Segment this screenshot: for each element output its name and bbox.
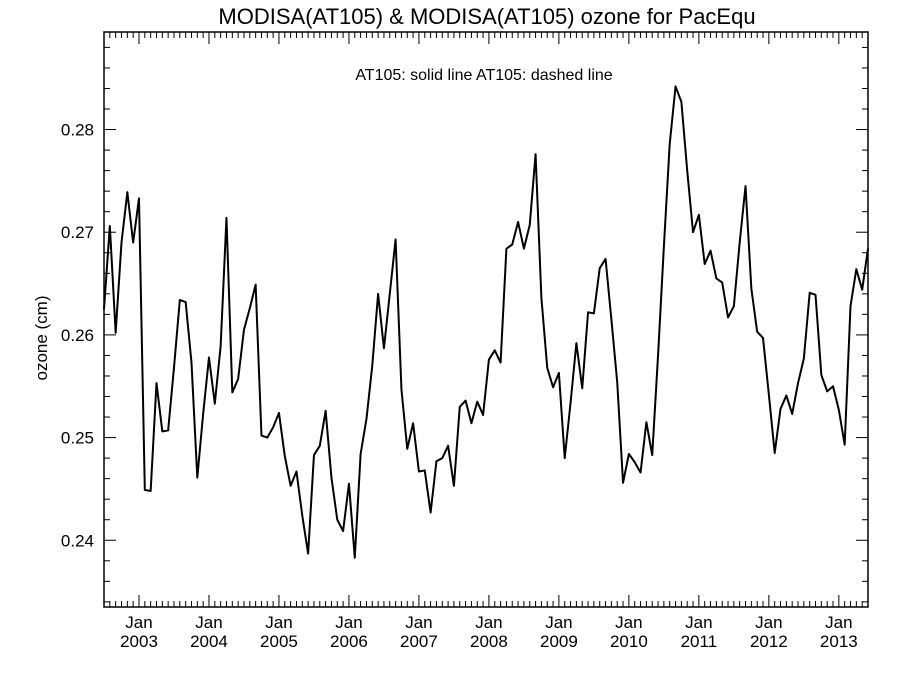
x-tick-month-label: Jan [545, 613, 572, 632]
x-tick-year-label: 2007 [400, 632, 438, 651]
x-tick-year-label: 2013 [820, 632, 858, 651]
y-axis-label: ozone (cm) [32, 295, 51, 380]
x-tick-year-label: 2010 [610, 632, 648, 651]
x-tick-year-label: 2012 [750, 632, 788, 651]
x-tick-year-label: 2006 [330, 632, 368, 651]
x-tick-year-label: 2008 [470, 632, 508, 651]
x-tick-month-label: Jan [335, 613, 362, 632]
series-line-at105 [103, 85, 869, 559]
x-tick-year-label: 2011 [681, 632, 718, 651]
x-tick-month-label: Jan [475, 613, 502, 632]
x-tick-month-label: Jan [405, 613, 432, 632]
series-layer [103, 85, 869, 559]
y-tick-label: 0.26 [61, 326, 94, 345]
legend-text: AT105: solid line AT105: dashed line [355, 67, 612, 84]
x-tick-month-label: Jan [755, 613, 782, 632]
x-tick-month-label: Jan [195, 613, 222, 632]
plot-frame [103, 31, 869, 608]
tick-labels: 0.240.250.260.270.28Jan2003Jan2004Jan200… [61, 121, 858, 651]
y-tick-label: 0.24 [61, 531, 94, 550]
y-tick-label: 0.28 [61, 121, 94, 140]
x-tick-month-label: Jan [615, 613, 642, 632]
x-tick-year-label: 2003 [120, 632, 158, 651]
x-tick-month-label: Jan [685, 613, 712, 632]
x-tick-year-label: 2005 [260, 632, 298, 651]
x-tick-year-label: 2009 [540, 632, 578, 651]
axis-ticks [103, 32, 869, 607]
y-tick-label: 0.27 [61, 223, 94, 242]
chart-title: MODISA(AT105) & MODISA(AT105) ozone for … [218, 4, 755, 29]
x-tick-month-label: Jan [125, 613, 152, 632]
y-tick-label: 0.25 [61, 429, 94, 448]
x-tick-month-label: Jan [265, 613, 292, 632]
x-tick-year-label: 2004 [190, 632, 228, 651]
x-tick-month-label: Jan [825, 613, 852, 632]
